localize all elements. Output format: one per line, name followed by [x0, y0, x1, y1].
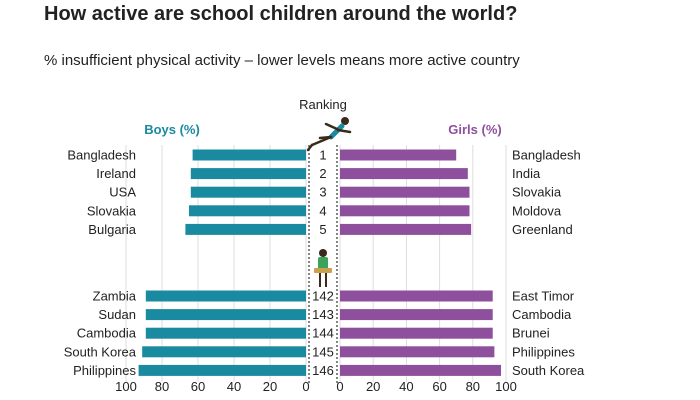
bar-boys [145, 290, 306, 302]
country-label-boys: Bulgaria [88, 222, 136, 237]
chart-subtitle: % insufficient physical activity – lower… [44, 52, 520, 69]
country-label-girls: East Timor [512, 289, 575, 304]
bar-girls [340, 364, 502, 376]
country-label-boys: Slovakia [87, 203, 137, 218]
runner-icon [306, 117, 352, 152]
bar-girls [340, 309, 493, 321]
axis-tick-label: 20 [366, 379, 380, 394]
country-label-boys: South Korea [64, 344, 137, 359]
country-label-boys: Zambia [93, 289, 137, 304]
country-label-girls: Brunei [512, 326, 550, 341]
bar-boys [138, 364, 306, 376]
rank-label: 4 [319, 203, 326, 218]
country-label-boys: Bangladesh [67, 148, 136, 163]
rank-label: 146 [312, 363, 334, 378]
axis-tick-label: 100 [115, 379, 137, 394]
rank-label: 145 [312, 344, 334, 359]
axis-tick-label: 100 [495, 379, 517, 394]
bar-boys [189, 205, 306, 217]
country-label-girls: South Korea [512, 363, 585, 378]
bar-girls [340, 168, 468, 180]
ranking-label: Ranking [299, 97, 347, 112]
axis-tick-label: 60 [191, 379, 205, 394]
chart-title: How active are school children around th… [44, 3, 518, 25]
rank-label: 144 [312, 326, 334, 341]
axis-tick-label: 40 [399, 379, 413, 394]
rank-label: 143 [312, 307, 334, 322]
bar-girls [340, 290, 493, 302]
country-label-girls: Moldova [512, 203, 562, 218]
bar-boys [192, 149, 306, 161]
country-label-boys: Sudan [98, 307, 136, 322]
bar-girls [340, 149, 457, 161]
bar-girls [340, 223, 472, 235]
country-label-girls: Cambodia [512, 307, 572, 322]
bar-boys [185, 223, 306, 235]
seated-child-icon [314, 249, 332, 287]
rank-label: 2 [319, 166, 326, 181]
country-label-boys: USA [109, 185, 136, 200]
country-label-girls: India [512, 166, 541, 181]
axis-tick-label: 40 [227, 379, 241, 394]
bar-girls [340, 205, 470, 217]
country-label-boys: Cambodia [77, 326, 137, 341]
country-label-girls: Slovakia [512, 185, 562, 200]
rank-label: 3 [319, 185, 326, 200]
axis-tick-label: 80 [466, 379, 480, 394]
country-label-girls: Philippines [512, 344, 575, 359]
rank-label: 142 [312, 289, 334, 304]
bar-boys [145, 327, 306, 339]
bar-girls [340, 327, 493, 339]
axis-tick-label: 60 [432, 379, 446, 394]
legend-boys: Boys (%) [144, 122, 200, 137]
bar-boys [142, 346, 306, 358]
bar-girls [340, 346, 495, 358]
axis-tick-label: 80 [155, 379, 169, 394]
bar-girls [340, 186, 470, 198]
bar-boys [190, 168, 306, 180]
rank-label: 5 [319, 222, 326, 237]
axis-tick-label: 0 [336, 379, 343, 394]
rank-label: 1 [319, 148, 326, 163]
legend-girls: Girls (%) [448, 122, 501, 137]
bar-boys [190, 186, 306, 198]
country-label-girls: Greenland [512, 222, 573, 237]
axis-tick-label: 0 [302, 379, 309, 394]
country-label-boys: Philippines [73, 363, 136, 378]
country-label-girls: Bangladesh [512, 148, 581, 163]
country-label-boys: Ireland [96, 166, 136, 181]
bar-boys [145, 309, 306, 321]
axis-tick-label: 20 [263, 379, 277, 394]
